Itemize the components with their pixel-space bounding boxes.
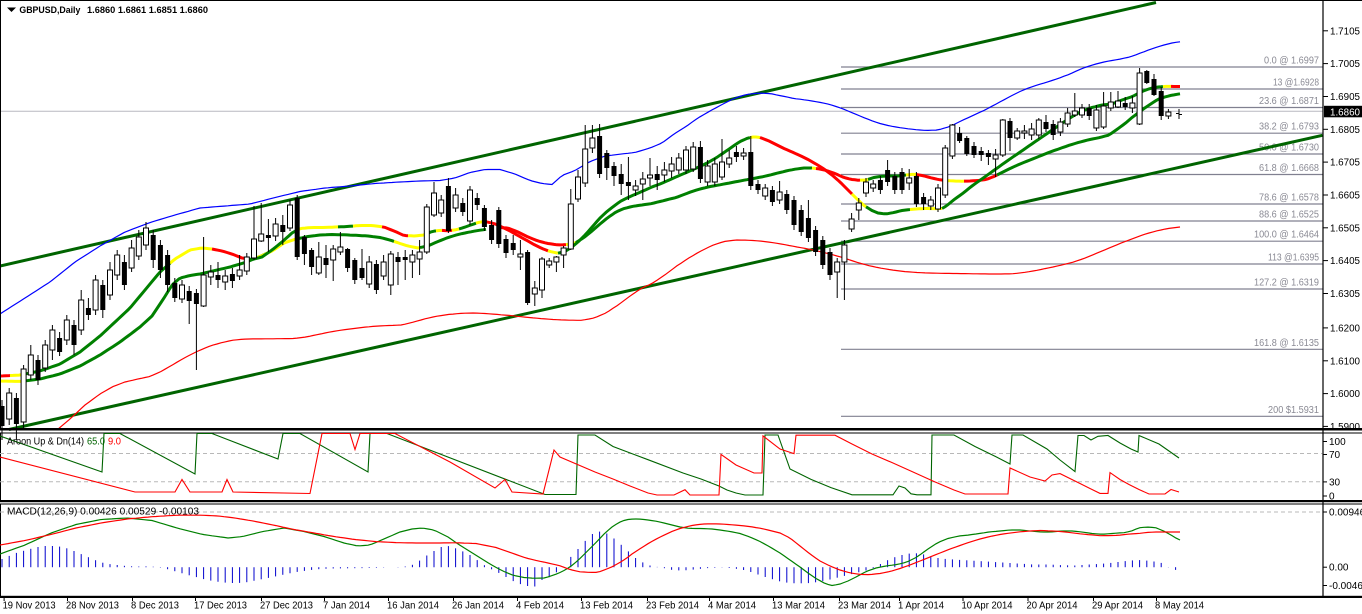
svg-text:1.6905: 1.6905 bbox=[1330, 92, 1360, 103]
svg-text:4 Feb 2014: 4 Feb 2014 bbox=[516, 601, 564, 612]
svg-text:30: 30 bbox=[1329, 477, 1341, 488]
svg-text:9.0: 9.0 bbox=[108, 437, 121, 448]
svg-text:70: 70 bbox=[1329, 450, 1341, 461]
svg-text:28 Nov 2013: 28 Nov 2013 bbox=[66, 601, 119, 612]
svg-text:1.6000: 1.6000 bbox=[1330, 389, 1360, 400]
svg-text:38.2 @ 1.6793: 38.2 @ 1.6793 bbox=[1259, 122, 1319, 133]
svg-text:0: 0 bbox=[1329, 492, 1335, 503]
svg-text:GBPUSD,Daily: GBPUSD,Daily bbox=[19, 5, 81, 16]
svg-text:1.6705: 1.6705 bbox=[1330, 158, 1360, 169]
svg-text:29 Apr 2014: 29 Apr 2014 bbox=[1092, 601, 1143, 612]
svg-text:16 Jan 2014: 16 Jan 2014 bbox=[387, 601, 439, 612]
svg-text:50.0 @ 1.6730: 50.0 @ 1.6730 bbox=[1259, 143, 1319, 154]
svg-text:1.6505: 1.6505 bbox=[1330, 223, 1360, 234]
svg-text:78.6 @ 1.6578: 78.6 @ 1.6578 bbox=[1259, 193, 1319, 204]
svg-text:23 Feb 2014: 23 Feb 2014 bbox=[646, 601, 699, 612]
svg-text:65.0: 65.0 bbox=[87, 437, 105, 448]
svg-text:23 Mar 2014: 23 Mar 2014 bbox=[838, 601, 891, 612]
svg-text:1.6405: 1.6405 bbox=[1330, 256, 1360, 267]
svg-text:1.6860: 1.6860 bbox=[1330, 107, 1360, 118]
svg-text:61.8 @ 1.6668: 61.8 @ 1.6668 bbox=[1259, 163, 1319, 174]
svg-text:1.6860 1.6861 1.6851 1.6860: 1.6860 1.6861 1.6851 1.6860 bbox=[87, 5, 208, 16]
svg-text:23.6 @ 1.6871: 23.6 @ 1.6871 bbox=[1259, 96, 1319, 107]
svg-text:19 Nov 2013: 19 Nov 2013 bbox=[3, 601, 56, 612]
svg-text:100.0 @ 1.6464: 100.0 @ 1.6464 bbox=[1254, 230, 1319, 241]
svg-text:10 Apr 2014: 10 Apr 2014 bbox=[962, 601, 1013, 612]
svg-text:0.0 @ 1.6997: 0.0 @ 1.6997 bbox=[1264, 56, 1319, 67]
svg-text:1.6200: 1.6200 bbox=[1330, 323, 1360, 334]
svg-text:1.6605: 1.6605 bbox=[1330, 191, 1360, 202]
svg-text:1.6100: 1.6100 bbox=[1330, 356, 1360, 367]
svg-text:27 Dec 2013: 27 Dec 2013 bbox=[260, 601, 313, 612]
svg-text:127.2 @ 1.6319: 127.2 @ 1.6319 bbox=[1254, 278, 1319, 289]
svg-text:113 @1.6395: 113 @1.6395 bbox=[1268, 253, 1319, 264]
svg-text:0.00: 0.00 bbox=[1329, 563, 1349, 574]
svg-text:MACD(12,26,9) 0.00426 0.00529: MACD(12,26,9) 0.00426 0.00529 -0.00103 bbox=[7, 507, 199, 518]
svg-text:1.7105: 1.7105 bbox=[1330, 26, 1360, 37]
svg-text:13 @1.6928: 13 @1.6928 bbox=[1273, 78, 1319, 89]
svg-text:1 Apr 2014: 1 Apr 2014 bbox=[898, 601, 944, 612]
svg-text:4 Mar 2014: 4 Mar 2014 bbox=[708, 601, 756, 612]
svg-text:1.7005: 1.7005 bbox=[1330, 59, 1360, 70]
svg-text:8 May 2014: 8 May 2014 bbox=[1155, 601, 1204, 612]
svg-text:17 Dec 2013: 17 Dec 2013 bbox=[194, 601, 247, 612]
svg-text:13 Mar 2014: 13 Mar 2014 bbox=[772, 601, 825, 612]
svg-text:1.6305: 1.6305 bbox=[1330, 289, 1360, 300]
svg-text:100: 100 bbox=[1329, 437, 1346, 448]
svg-text:26 Jan 2014: 26 Jan 2014 bbox=[452, 601, 504, 612]
svg-text:0.00946: 0.00946 bbox=[1329, 508, 1362, 519]
svg-text:-0.0046: -0.0046 bbox=[1329, 581, 1362, 592]
svg-text:88.6 @ 1.6525: 88.6 @ 1.6525 bbox=[1259, 210, 1319, 221]
svg-text:7 Jan 2014: 7 Jan 2014 bbox=[323, 601, 370, 612]
svg-text:13 Feb 2014: 13 Feb 2014 bbox=[580, 601, 633, 612]
svg-text:Aroon Up & Dn(14): Aroon Up & Dn(14) bbox=[7, 437, 84, 448]
svg-text:20 Apr 2014: 20 Apr 2014 bbox=[1027, 601, 1078, 612]
svg-text:8 Dec 2013: 8 Dec 2013 bbox=[131, 601, 179, 612]
svg-text:200 $1.5931: 200 $1.5931 bbox=[1268, 405, 1319, 416]
svg-text:1.5900: 1.5900 bbox=[1330, 422, 1360, 433]
svg-text:1.6805: 1.6805 bbox=[1330, 125, 1360, 136]
svg-text:161.8 @ 1.6135: 161.8 @ 1.6135 bbox=[1254, 338, 1319, 349]
